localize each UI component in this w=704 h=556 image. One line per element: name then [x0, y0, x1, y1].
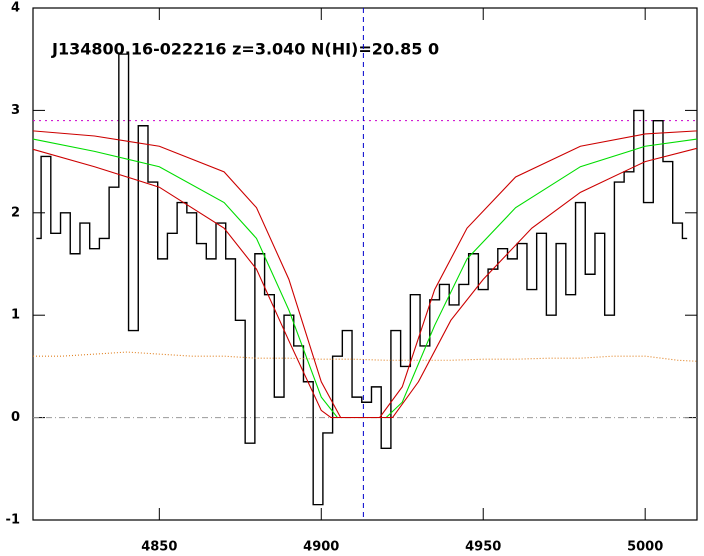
- y-tick-label: 3: [11, 103, 20, 118]
- x-tick-label: 4850: [141, 540, 177, 555]
- model-line: [33, 139, 697, 418]
- y-tick-label: 4: [11, 1, 20, 16]
- model-line: [33, 131, 697, 418]
- x-tick-label: 4900: [303, 540, 339, 555]
- y-tick-label: 1: [11, 308, 20, 323]
- flux-line: [36, 54, 687, 505]
- y-tick-label: -1: [6, 513, 20, 528]
- error-line: [33, 352, 697, 361]
- plot-frame: [32, 7, 698, 521]
- y-tick-label: 2: [11, 205, 20, 220]
- x-tick-label: 4950: [465, 540, 501, 555]
- chart-title: J134800.16-022216 z=3.040 N(HI)=20.85 0: [51, 40, 439, 59]
- model-line: [33, 148, 697, 417]
- x-tick-label: 5000: [627, 540, 663, 555]
- y-tick-label: 0: [11, 410, 20, 425]
